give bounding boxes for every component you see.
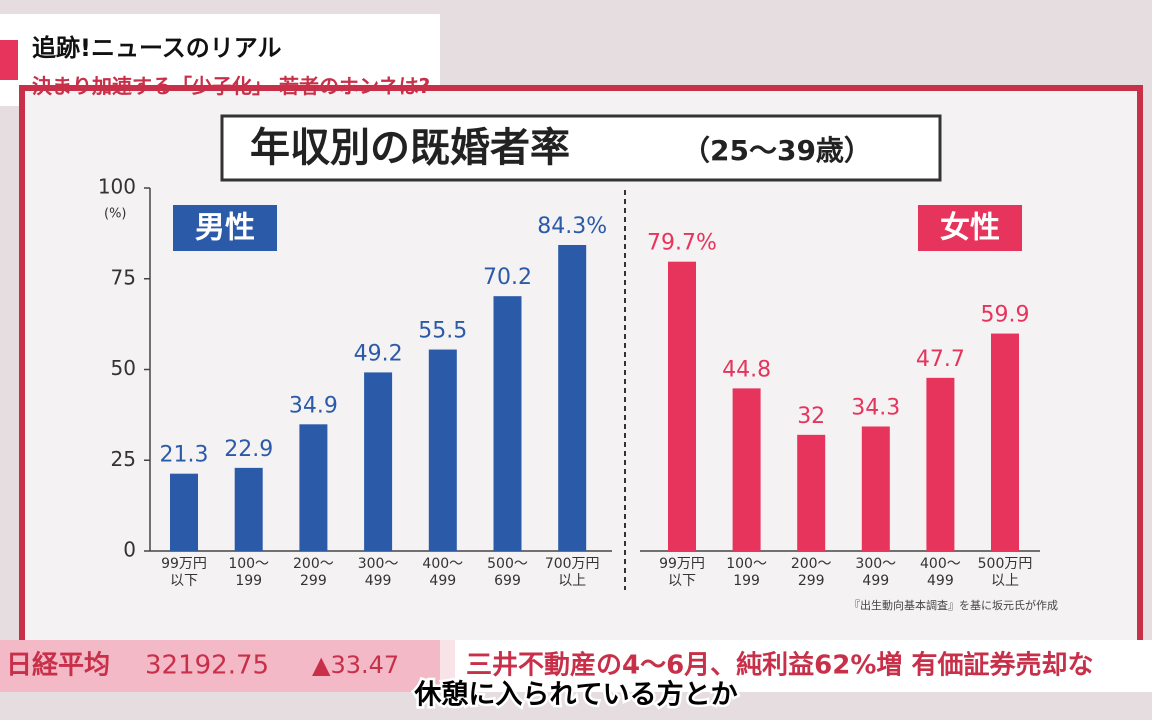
bar [493, 296, 522, 551]
title-box [220, 114, 942, 182]
value-label: 21.3 [160, 443, 209, 468]
value-label: 49.2 [354, 341, 403, 366]
x-tick-label: 300〜 499 [357, 556, 399, 589]
bar [428, 349, 457, 551]
header-icon [0, 40, 18, 80]
bar [991, 333, 1019, 551]
x-tick-label: 100〜 199 [228, 556, 270, 589]
bar [170, 473, 198, 551]
bar [234, 467, 263, 551]
x-tick-label: 300〜 499 [855, 556, 897, 589]
value-label: 44.8 [722, 357, 771, 382]
ticker-news-bg [455, 640, 1152, 692]
value-label: 34.3 [851, 395, 900, 420]
y-tick-label: 25 [111, 447, 136, 471]
x-tick-label: 500〜 699 [487, 556, 528, 589]
y-tick-label: 0 [123, 538, 136, 562]
x-tick-label: 400〜 499 [422, 556, 464, 589]
x-tick-label: 99万円 以下 [659, 556, 705, 589]
bar [668, 261, 696, 551]
value-label: 59.9 [981, 303, 1030, 328]
ticker-price: 32192.75 [145, 651, 269, 681]
x-tick-label: 500万円 以上 [977, 556, 1033, 589]
ticker-market [0, 640, 440, 692]
bar [558, 244, 587, 551]
y-tick-label: 75 [111, 265, 136, 289]
source-note: 『出生動向基本調査』を基に坂元氏が作成 [849, 598, 1058, 612]
value-label: 22.9 [224, 437, 273, 462]
x-tick-label: 99万円 以下 [161, 556, 207, 589]
legend-label: 女性 [940, 211, 1000, 246]
x-tick-label: 700万円 以上 [544, 556, 600, 589]
bar [861, 426, 890, 551]
program-name: 追跡!ニュースのリアル [32, 34, 282, 62]
topic: 決まり加速する「少子化」 若者のホンネは? [32, 74, 431, 98]
value-label: 55.5 [418, 319, 467, 344]
value-label: 47.7 [916, 347, 965, 372]
value-label: 70.2 [483, 265, 532, 290]
legend-label: 男性 [195, 211, 255, 246]
ticker-change: ▲33.47 [312, 651, 399, 679]
x-tick-label: 400〜 499 [920, 556, 961, 589]
value-label: 84.3% [537, 214, 607, 239]
group-badge [173, 205, 277, 251]
bar [797, 434, 826, 551]
caption: 休憩に入られている方とか [413, 679, 737, 711]
ticker-label: 日経平均 [6, 650, 110, 681]
value-label: 79.7% [647, 231, 717, 256]
x-tick-label: 100〜 199 [726, 556, 767, 589]
bar [732, 388, 761, 551]
chart-subtitle: （25～39歳） [682, 134, 872, 167]
value-label: 34.9 [289, 393, 338, 418]
y-tick-label: 50 [111, 356, 136, 380]
value-label: 32 [797, 404, 825, 429]
ticker-news: 三井不動産の4〜6月、純利益62%増 有価証券売却な [466, 650, 1093, 681]
group-badge [918, 205, 1022, 251]
x-tick-label: 200〜 299 [790, 556, 832, 589]
bar [926, 377, 955, 551]
y-tick-label: 100 [98, 175, 136, 199]
bar [299, 424, 328, 551]
chart-title: 年収別の既婚者率 [250, 125, 570, 171]
x-tick-label: 200〜 299 [293, 556, 334, 589]
y-axis-label: (%) [104, 207, 127, 222]
bar [364, 372, 393, 551]
